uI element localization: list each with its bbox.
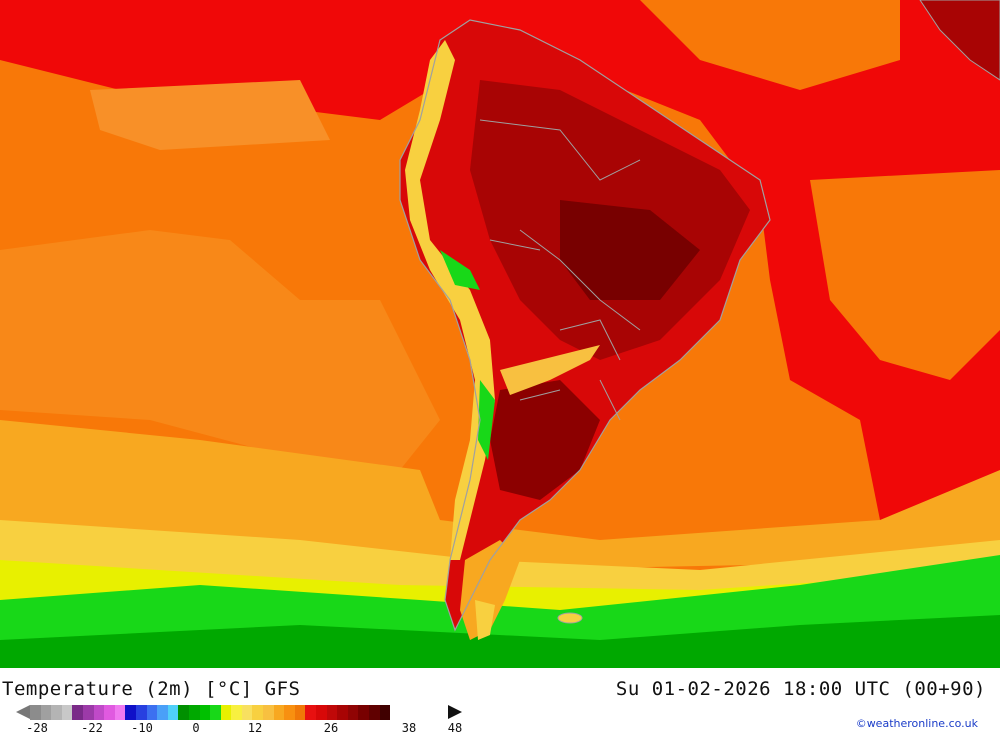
legend-swatch	[305, 705, 317, 720]
legend-ticks: -28 -22 -10 0 12 26 38 48	[0, 721, 480, 735]
legend-swatch	[135, 705, 147, 720]
legend-tick-label: 0	[192, 721, 200, 735]
legend-swatch	[30, 705, 41, 720]
legend-swatch	[294, 705, 306, 720]
andes-cold-spot-1	[440, 250, 480, 290]
legend-tick-label: -10	[131, 721, 153, 735]
chaco-warm-tongue	[500, 345, 600, 395]
legend-swatch	[82, 705, 94, 720]
color-legend	[30, 705, 391, 720]
legend-swatch	[358, 705, 369, 720]
legend-swatch	[157, 705, 168, 720]
map-title: Temperature (2m) [°C] GFS	[2, 678, 301, 700]
legend-arrow-left	[16, 705, 30, 719]
pacific-mid-patch	[0, 230, 440, 470]
legend-swatch	[146, 705, 158, 720]
africa-corner	[919, 0, 1000, 81]
andes-cold-spot-2	[478, 380, 495, 460]
legend-swatch	[104, 705, 115, 720]
patagonia-cool	[460, 540, 520, 640]
legend-swatch	[51, 705, 62, 720]
legend-swatch	[263, 705, 274, 720]
legend-swatch	[231, 705, 242, 720]
legend-swatch	[273, 705, 285, 720]
continent-very-hot-south	[490, 380, 600, 500]
pacific-light-patch-1	[90, 80, 330, 150]
legend-swatch	[199, 705, 211, 720]
continent-hottest	[560, 200, 700, 300]
legend-swatch	[72, 705, 83, 720]
legend-swatch	[252, 705, 264, 720]
map-footer: Temperature (2m) [°C] GFS Su 01-02-2026 …	[0, 668, 1000, 735]
credit-link[interactable]: ©weatheronline.co.uk	[855, 717, 978, 730]
legend-swatch	[220, 705, 232, 720]
temperature-map[interactable]	[0, 0, 1000, 668]
legend-swatch	[337, 705, 348, 720]
legend-swatch	[93, 705, 105, 720]
legend-swatch	[241, 705, 253, 720]
map-timestamp: Su 01-02-2026 18:00 UTC (00+90)	[615, 678, 986, 700]
legend-tick-label: -22	[81, 721, 103, 735]
legend-tick-label: -28	[26, 721, 48, 735]
legend-tick-label: 26	[323, 721, 339, 735]
legend-swatch	[178, 705, 189, 720]
legend-swatch	[379, 705, 391, 720]
falkland-islands	[557, 612, 583, 624]
legend-tick-label: 38	[401, 721, 417, 735]
legend-tick-label: 12	[247, 721, 263, 735]
tierra-del-fuego	[475, 600, 495, 640]
atlantic-orange-patch	[810, 170, 1000, 380]
legend-tick-label: 48	[447, 721, 463, 735]
legend-swatch	[188, 705, 200, 720]
legend-swatch	[347, 705, 359, 720]
colder-band	[0, 615, 1000, 668]
legend-swatch	[369, 705, 380, 720]
legend-arrow-right	[448, 705, 462, 719]
legend-swatch	[316, 705, 327, 720]
warm-ocean-north-east	[0, 0, 1000, 520]
map-canvas	[0, 0, 1000, 668]
coastline	[399, 19, 771, 632]
country-borders	[479, 119, 641, 421]
legend-swatch	[40, 705, 52, 720]
north-orange-patch	[640, 0, 900, 90]
legend-swatch	[125, 705, 136, 720]
legend-swatch	[210, 705, 221, 720]
legend-swatch	[114, 705, 126, 720]
legend-swatch	[326, 705, 338, 720]
legend-swatch	[284, 705, 295, 720]
legend-swatch	[61, 705, 73, 720]
legend-swatch	[167, 705, 179, 720]
